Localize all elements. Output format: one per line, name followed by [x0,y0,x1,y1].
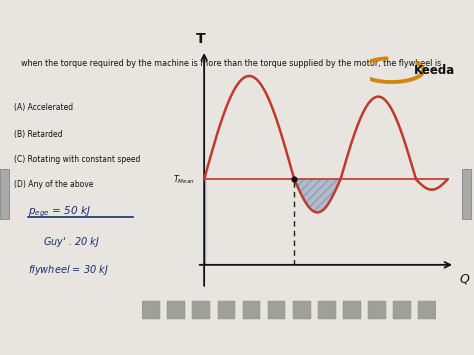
Text: Q: Q [460,273,470,286]
Bar [167,300,185,319]
Text: $\it{p_{ege}}$ = 50 kJ: $\it{p_{ege}}$ = 50 kJ [28,205,91,219]
Bar [293,300,310,319]
Bar [268,300,285,319]
Text: Keeda: Keeda [413,64,455,77]
Text: (B) Retarded: (B) Retarded [14,131,63,140]
Bar [462,169,471,218]
Text: (D) Any of the above: (D) Any of the above [14,180,93,189]
Bar [192,300,210,319]
Bar [243,300,260,319]
Text: (C) Rotating with constant speed: (C) Rotating with constant speed [14,155,141,164]
Bar [0,169,9,218]
Text: $\it{flywheel}$ = 30 kJ: $\it{flywheel}$ = 30 kJ [28,263,109,277]
Bar [142,300,160,319]
Text: $\it{Guy}$' . 20 kJ: $\it{Guy}$' . 20 kJ [43,235,100,249]
Text: T: T [196,32,205,46]
Bar [419,300,436,319]
Bar [368,300,386,319]
Bar [393,300,411,319]
Bar [218,300,235,319]
Bar [343,300,361,319]
Text: (A) Accelerated: (A) Accelerated [14,103,73,112]
Text: $T_{Mean}$: $T_{Mean}$ [173,173,194,186]
Bar [318,300,336,319]
Text: when the torque required by the machine is more than the torque supplied by the : when the torque required by the machine … [21,59,442,68]
